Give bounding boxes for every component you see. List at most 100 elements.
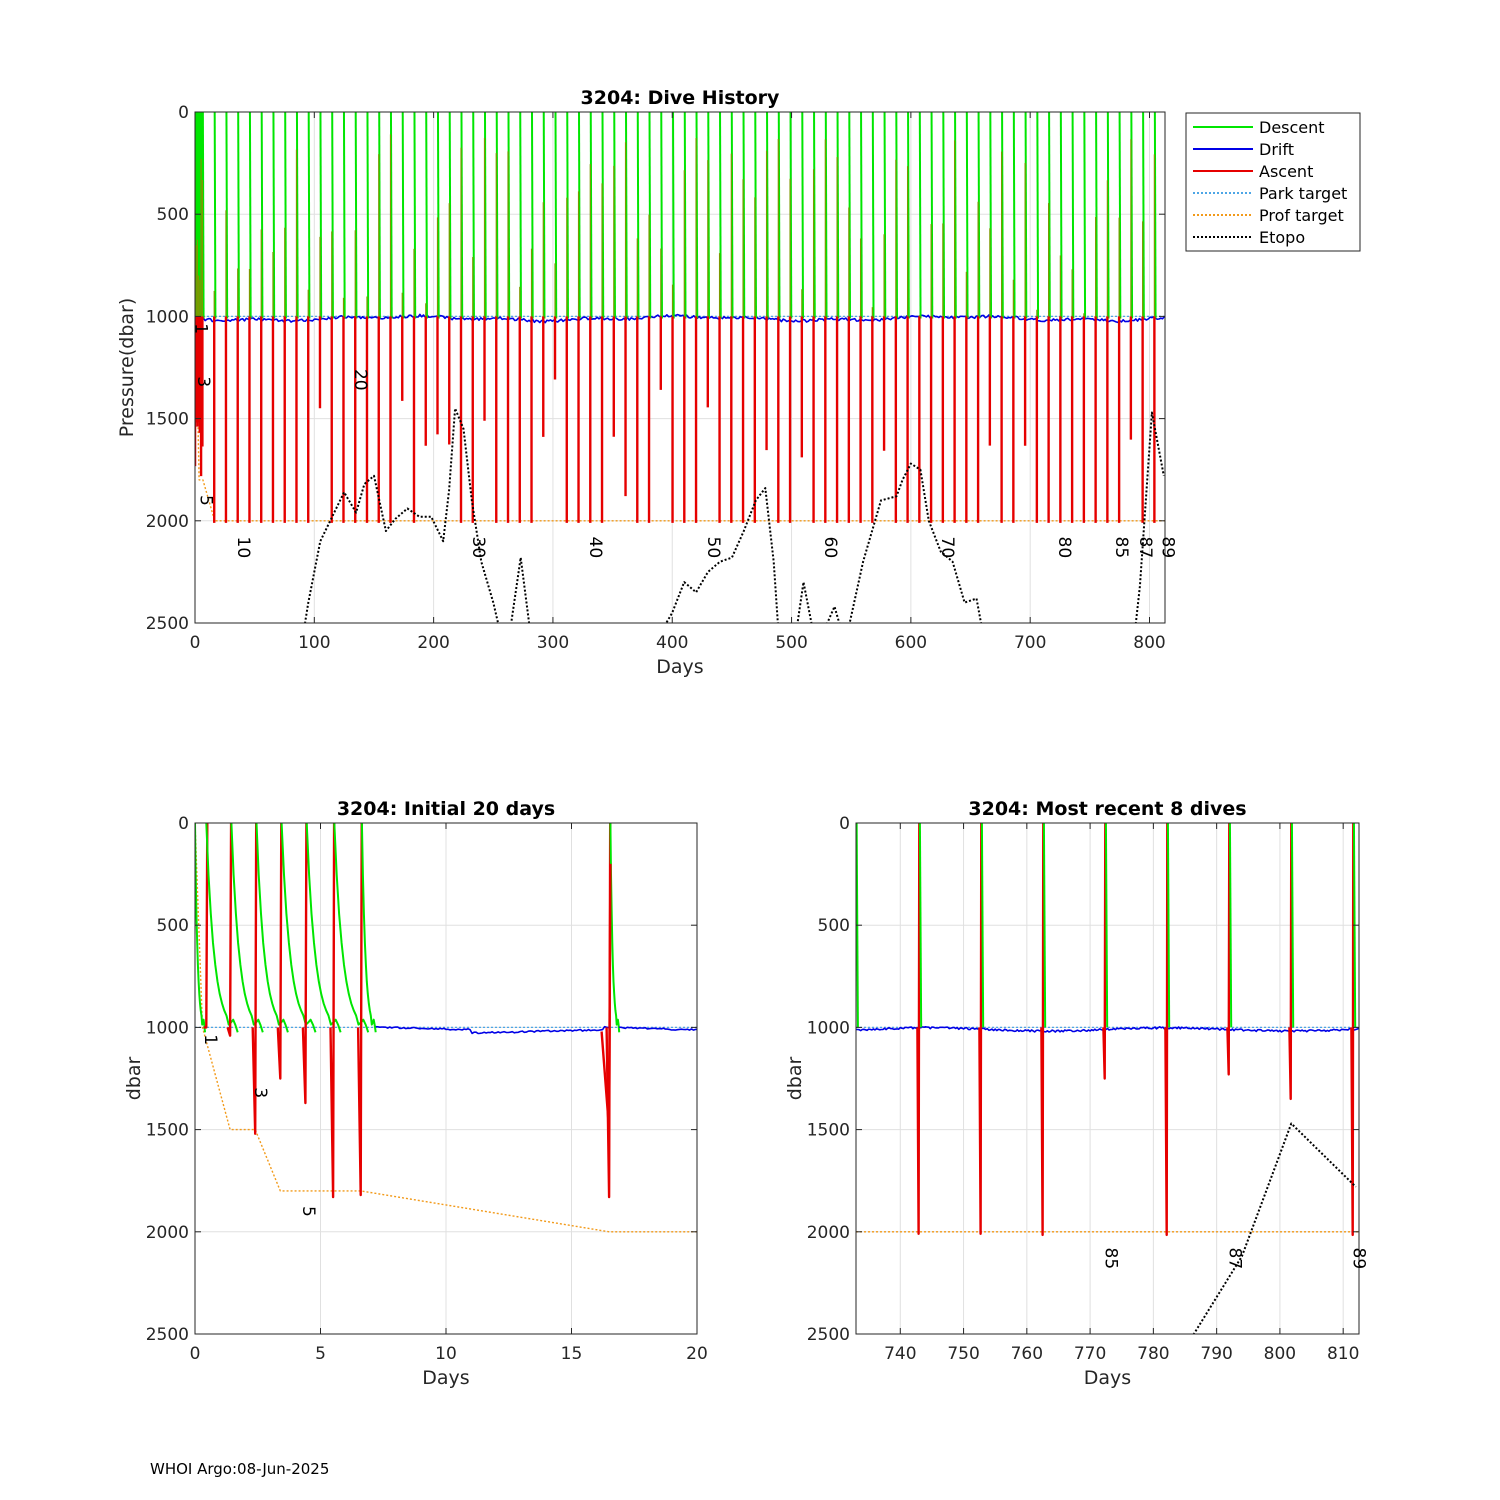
x-tick-label: 800 bbox=[1133, 633, 1165, 653]
ascent-line bbox=[251, 823, 258, 1135]
y-tick-label: 2500 bbox=[146, 614, 189, 634]
descent-line bbox=[530, 112, 534, 319]
descent-line bbox=[225, 112, 229, 319]
x-tick-label: 600 bbox=[895, 633, 927, 653]
ascent-line bbox=[600, 863, 612, 1131]
y-tick-label: 2500 bbox=[807, 1325, 850, 1345]
descent-line bbox=[609, 823, 621, 1033]
dive-label: 50 bbox=[703, 537, 723, 559]
descent-line bbox=[918, 823, 923, 1028]
y-tick-label: 2000 bbox=[146, 1223, 189, 1243]
descent-line bbox=[342, 112, 346, 319]
dive-label: 89 bbox=[1348, 1248, 1368, 1270]
x-tick-label: 750 bbox=[947, 1344, 979, 1364]
descent-line bbox=[766, 112, 769, 319]
descent-line bbox=[201, 112, 205, 319]
descent-line bbox=[230, 823, 264, 1033]
y-axis-label: Pressure(dbar) bbox=[116, 298, 138, 438]
y-tick-label: 1500 bbox=[146, 410, 189, 430]
x-axis-label: Days bbox=[1084, 1367, 1131, 1389]
x-tick-label: 770 bbox=[1074, 1344, 1106, 1364]
y-tick-label: 2500 bbox=[146, 1325, 189, 1345]
y-tick-label: 500 bbox=[818, 916, 850, 936]
x-tick-label: 500 bbox=[775, 633, 807, 653]
legend-label: Park target bbox=[1259, 184, 1347, 203]
descent-line bbox=[683, 112, 687, 319]
x-tick-label: 810 bbox=[1327, 1344, 1359, 1364]
ascent-line bbox=[356, 823, 363, 1197]
descent-line bbox=[554, 112, 558, 319]
descent-line bbox=[1012, 112, 1016, 319]
descent-line bbox=[360, 823, 377, 1033]
x-tick-label: 100 bbox=[298, 633, 330, 653]
descent-line bbox=[601, 112, 605, 319]
descent-line bbox=[366, 112, 370, 319]
dive-label: 3 bbox=[193, 376, 213, 387]
plot-area bbox=[195, 823, 697, 1233]
descent-line bbox=[542, 112, 546, 319]
ascent-line bbox=[203, 823, 209, 1029]
x-tick-label: 780 bbox=[1137, 1344, 1169, 1364]
prof-target-line bbox=[195, 823, 697, 1233]
x-tick-label: 790 bbox=[1200, 1344, 1232, 1364]
descent-line bbox=[305, 823, 342, 1033]
y-tick-label: 1500 bbox=[146, 1121, 189, 1141]
legend-label: Descent bbox=[1259, 118, 1325, 137]
y-tick-label: 0 bbox=[178, 103, 189, 123]
x-tick-label: 20 bbox=[686, 1344, 708, 1364]
descent-line bbox=[354, 112, 358, 319]
descent-line bbox=[860, 112, 863, 319]
drift-line bbox=[619, 1026, 697, 1031]
dive-label: 89 bbox=[1158, 537, 1178, 559]
descent-line bbox=[848, 112, 852, 319]
plot-area bbox=[195, 112, 1165, 623]
descent-line bbox=[460, 112, 464, 319]
prof-target-line bbox=[195, 316, 1165, 522]
descent-line bbox=[401, 112, 405, 319]
descent-line bbox=[754, 112, 758, 319]
x-tick-label: 700 bbox=[1014, 633, 1046, 653]
ascent-line bbox=[329, 823, 336, 1199]
chart-title: 3204: Dive History bbox=[581, 87, 780, 109]
x-axis-label: Days bbox=[656, 656, 703, 678]
y-tick-label: 1000 bbox=[807, 1018, 850, 1038]
descent-line bbox=[448, 112, 452, 319]
descent-line bbox=[965, 112, 969, 319]
descent-line bbox=[195, 823, 206, 1033]
descent-line bbox=[742, 112, 746, 319]
descent-line bbox=[719, 112, 722, 319]
dive-label: 10 bbox=[233, 537, 253, 559]
descent-line bbox=[519, 112, 522, 319]
descent-line bbox=[1290, 823, 1295, 1028]
descent-line bbox=[871, 112, 875, 319]
descent-line bbox=[1042, 823, 1047, 1028]
descent-line bbox=[578, 112, 581, 319]
descent-line bbox=[378, 112, 381, 319]
y-tick-label: 2000 bbox=[146, 512, 189, 532]
descent-line bbox=[907, 112, 910, 319]
descent-line bbox=[1048, 112, 1051, 319]
legend-label: Drift bbox=[1259, 140, 1294, 159]
descent-line bbox=[1001, 112, 1004, 319]
descent-line bbox=[333, 823, 370, 1033]
y-axis-label: dbar bbox=[784, 1057, 806, 1101]
descent-line bbox=[977, 112, 981, 319]
legend-label: Etopo bbox=[1259, 228, 1305, 247]
y-tick-label: 500 bbox=[157, 205, 189, 225]
dive-label: 87 bbox=[1224, 1248, 1244, 1270]
descent-line bbox=[1071, 112, 1075, 319]
descent-line bbox=[413, 112, 417, 319]
chart-title: 3204: Initial 20 days bbox=[337, 798, 555, 820]
ascent-line bbox=[1288, 823, 1293, 1101]
descent-line bbox=[672, 112, 675, 319]
descent-line bbox=[660, 112, 663, 319]
descent-line bbox=[319, 112, 323, 319]
dive-label: 70 bbox=[937, 537, 957, 559]
x-tick-label: 5 bbox=[315, 1344, 326, 1364]
descent-line bbox=[248, 112, 252, 319]
descent-line bbox=[1118, 112, 1122, 319]
dive-label: 5 bbox=[298, 1206, 318, 1217]
gridlines bbox=[194, 822, 698, 1335]
footer-stamp: WHOI Argo:08-Jun-2025 bbox=[150, 1460, 330, 1478]
